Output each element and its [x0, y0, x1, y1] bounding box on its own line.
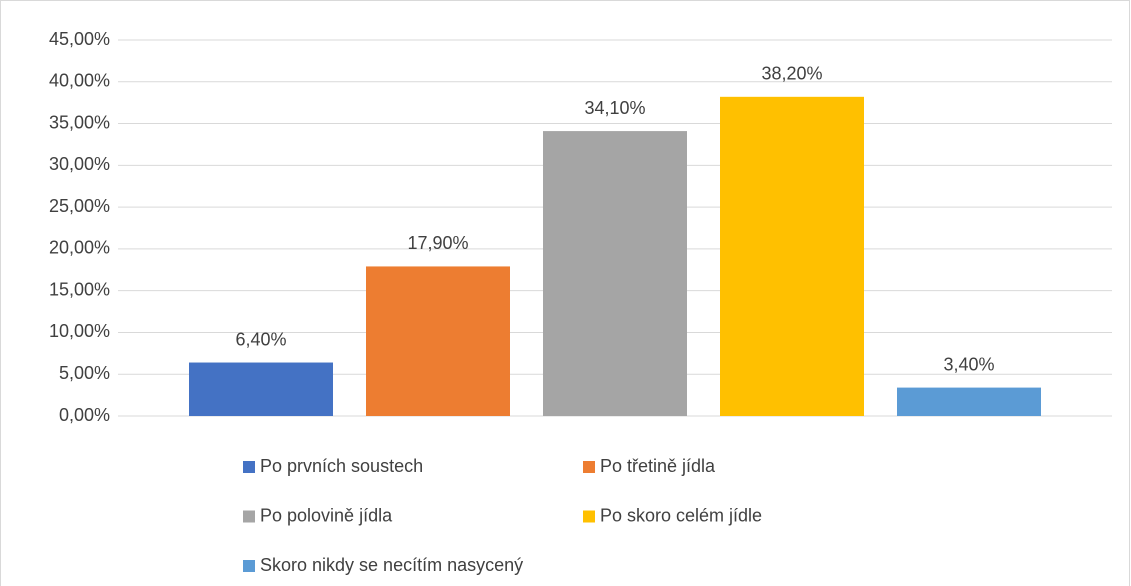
bar [366, 266, 510, 416]
y-tick-label: 45,00% [49, 29, 110, 49]
legend-label: Po polovině jídla [260, 505, 393, 525]
data-label: 6,40% [235, 329, 286, 349]
y-tick-label: 5,00% [59, 363, 110, 383]
legend-swatch [583, 510, 595, 523]
y-tick-label: 10,00% [49, 321, 110, 341]
y-tick-label: 30,00% [49, 154, 110, 174]
bar [189, 362, 333, 416]
bar [720, 96, 864, 416]
legend-swatch [583, 461, 595, 473]
y-tick-label: 15,00% [49, 279, 110, 299]
y-tick-label: 0,00% [59, 405, 110, 425]
legend-label: Po třetině jídla [600, 456, 716, 476]
legend-swatch [243, 510, 255, 523]
y-tick-label: 25,00% [49, 196, 110, 216]
data-label: 38,20% [761, 64, 822, 84]
legend-swatch [243, 560, 255, 572]
y-tick-label: 20,00% [49, 238, 110, 258]
legend-label: Po prvních soustech [260, 456, 423, 476]
bar [897, 387, 1041, 416]
data-label: 34,10% [584, 98, 645, 118]
legend-swatch [243, 461, 255, 473]
data-label: 3,40% [943, 354, 994, 374]
legend-label: Skoro nikdy se necítím nasycený [260, 555, 523, 575]
legend-label: Po skoro celém jídle [600, 505, 762, 525]
bar [543, 131, 687, 416]
data-label: 17,90% [407, 233, 468, 253]
y-tick-label: 35,00% [49, 112, 110, 132]
y-tick-label: 40,00% [49, 71, 110, 91]
